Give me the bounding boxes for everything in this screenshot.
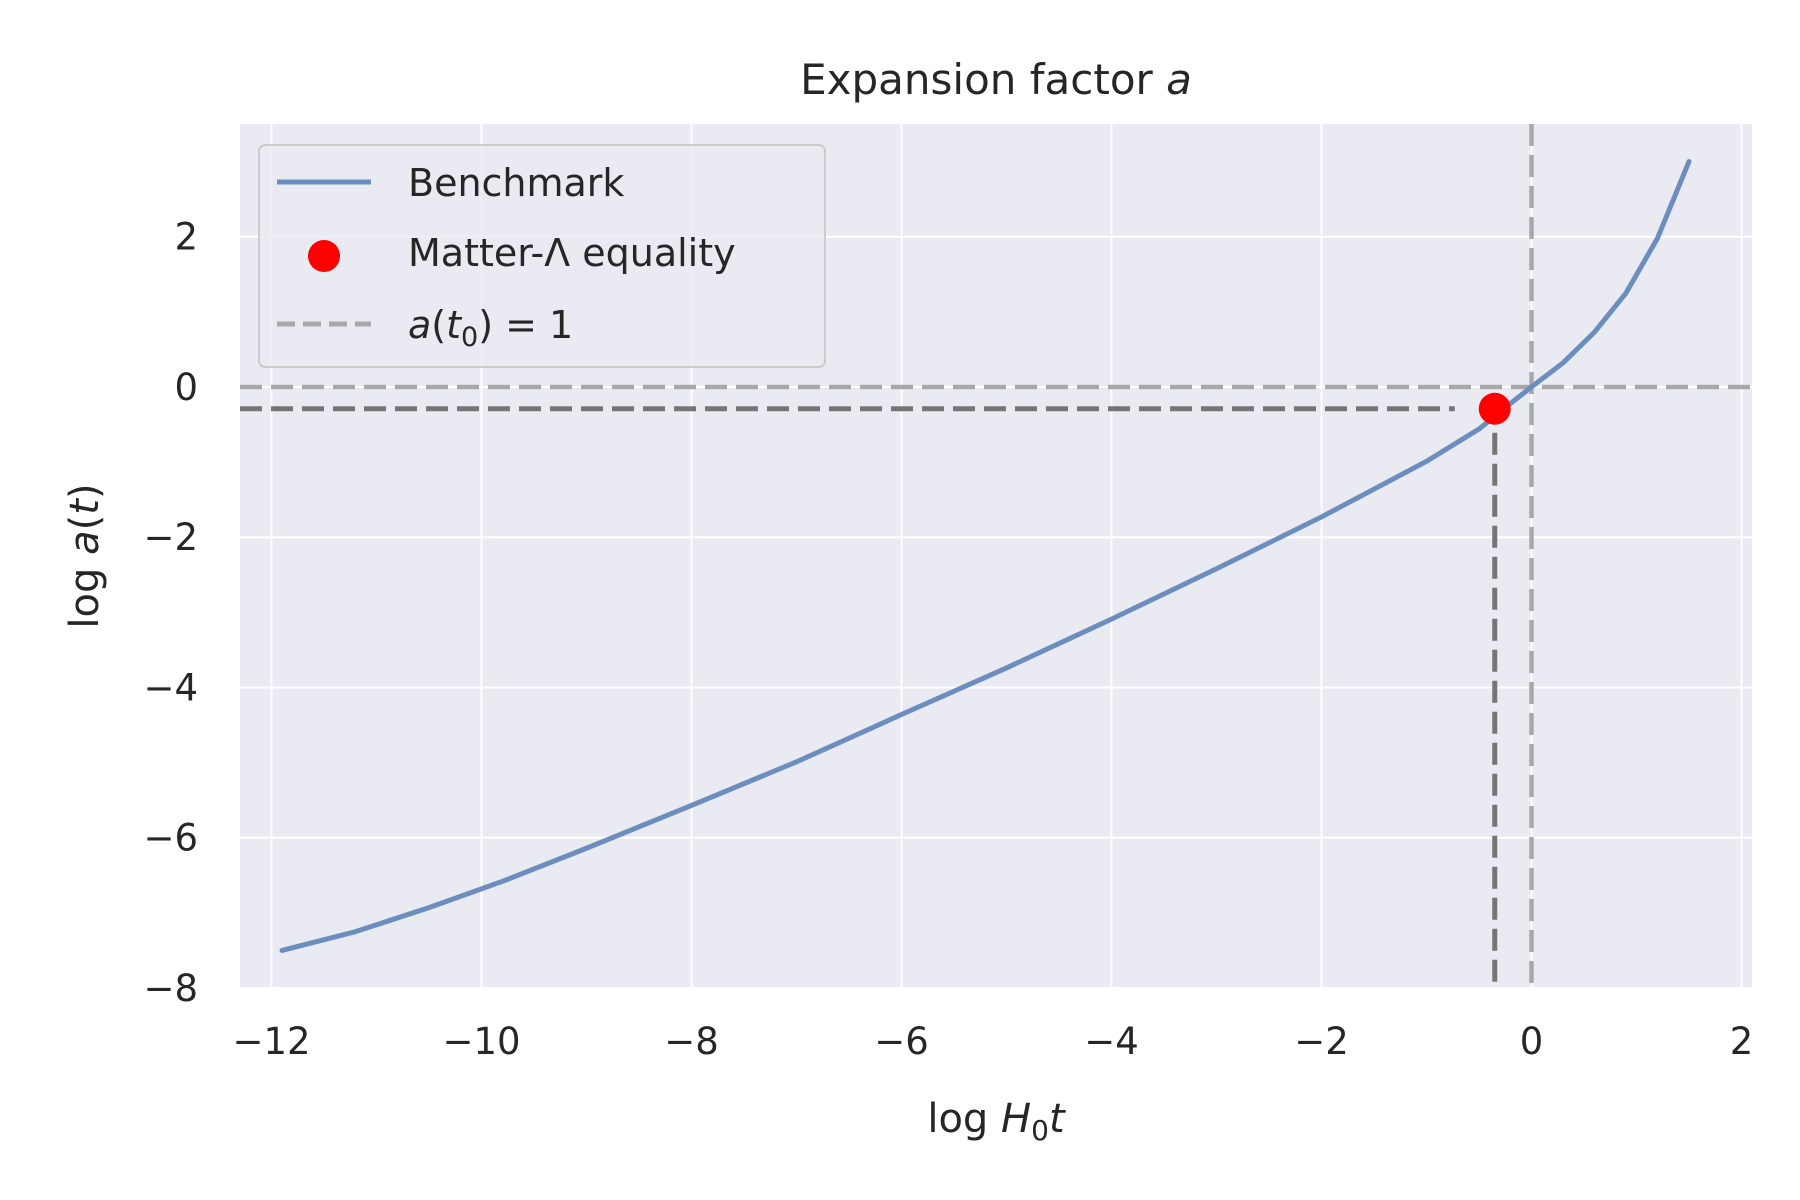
legend-reference-label: a(t0) = 1 [408, 303, 573, 353]
guide-lines [240, 124, 1752, 988]
x-tick-label: −10 [442, 1020, 520, 1063]
x-tick-label: −8 [664, 1020, 719, 1063]
x-tick-label: −6 [874, 1020, 929, 1063]
matter-lambda-equality-point [1478, 392, 1511, 425]
x-tick-label: 2 [1730, 1020, 1754, 1063]
x-tick-label: −2 [1294, 1020, 1349, 1063]
y-tick-labels: −8 −6 −4 −2 0 2 [143, 216, 198, 1010]
legend-box [258, 144, 826, 368]
y-tick-label: 0 [174, 366, 198, 409]
y-tick-label: −4 [143, 666, 198, 709]
legend-equality-swatch [308, 240, 340, 272]
x-axis-label: log H0t [927, 1096, 1066, 1147]
x-tick-label: −4 [1084, 1020, 1139, 1063]
x-tick-label: 0 [1520, 1020, 1544, 1063]
curve-layer [279, 159, 1692, 953]
x-tick-label: −12 [232, 1020, 310, 1063]
y-tick-label: −8 [143, 967, 198, 1010]
chart-title: Expansion factor a [800, 55, 1192, 104]
y-tick-label: −6 [143, 817, 198, 860]
y-tick-label: 2 [174, 216, 198, 259]
benchmark-line [279, 159, 1692, 953]
y-tick-label: −2 [143, 516, 198, 559]
point-layer [1478, 392, 1511, 425]
legend-benchmark-label: Benchmark [408, 161, 624, 205]
legend-equality-label: Matter-Λ equality [408, 231, 736, 275]
legend: Benchmark Matter-Λ equality a(t0) = 1 [258, 144, 826, 368]
x-tick-labels: −12 −10 −8 −6 −4 −2 0 2 [232, 1020, 1753, 1063]
y-axis-label: log a(t) [62, 483, 108, 628]
